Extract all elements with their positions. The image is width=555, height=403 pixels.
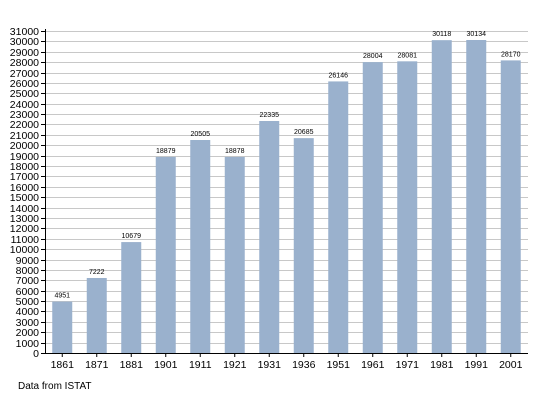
gridlines <box>45 31 528 344</box>
x-tick-label: 1936 <box>292 359 316 371</box>
bar-1931 <box>259 121 280 353</box>
x-tick-label: 1961 <box>361 359 385 371</box>
x-tick-label: 1921 <box>223 359 247 371</box>
data-label-1931: 22335 <box>260 112 280 119</box>
y-tick-label: 24000 <box>10 99 39 111</box>
x-tick-label: 1951 <box>327 359 351 371</box>
x-tick-label: 2001 <box>499 359 523 371</box>
y-tick-label: 10000 <box>10 244 39 256</box>
bar-1901 <box>155 156 176 353</box>
y-tick-label: 14000 <box>10 203 39 215</box>
y-tick-label: 0 <box>33 348 39 360</box>
y-tick-label: 5000 <box>16 296 40 308</box>
data-label-1911: 20505 <box>191 131 211 138</box>
y-tick-label: 18000 <box>10 161 39 173</box>
y-tick-label: 9000 <box>16 255 40 267</box>
bar-1991 <box>466 39 487 353</box>
bar-1981 <box>431 40 452 354</box>
x-tick-label: 1991 <box>465 359 489 371</box>
y-tick-label: 11000 <box>11 234 40 246</box>
source-note: Data from ISTAT <box>18 381 92 392</box>
data-label-1961: 28004 <box>363 53 383 60</box>
bar-1961 <box>362 62 383 353</box>
data-label-1981: 30118 <box>432 31 451 38</box>
y-tick-label: 26000 <box>10 78 39 90</box>
data-label-1861: 4951 <box>54 293 70 300</box>
data-label-2001: 28170 <box>501 51 521 58</box>
bars <box>52 39 521 354</box>
y-tick-label: 17000 <box>10 171 39 183</box>
bar-1951 <box>328 81 349 353</box>
data-label-1951: 26146 <box>329 72 349 79</box>
bar-1921 <box>224 156 245 353</box>
bar-1971 <box>397 61 418 353</box>
data-label-1871: 7222 <box>89 269 105 276</box>
y-tick-label: 23000 <box>10 109 39 121</box>
axes: 0100020003000400050006000700080009000100… <box>10 26 528 371</box>
y-tick-label: 30000 <box>10 36 39 48</box>
data-label-1901: 18879 <box>156 148 176 155</box>
data-label-1991: 30134 <box>467 31 487 38</box>
y-tick-label: 28000 <box>10 57 39 69</box>
y-tick-label: 8000 <box>16 265 40 277</box>
x-tick-label: 1981 <box>430 359 454 371</box>
y-tick-label: 15000 <box>10 192 39 204</box>
y-tick-label: 27000 <box>10 68 39 80</box>
bar-2001 <box>500 60 521 354</box>
x-tick-label: 1901 <box>154 359 178 371</box>
data-labels: 4951 7222 10679 18879 20505 18878 22335 20685 26… <box>54 31 520 300</box>
y-tick-label: 6000 <box>16 286 40 298</box>
x-tick-label: 1911 <box>189 359 212 371</box>
bar-1936 <box>293 138 314 353</box>
y-tick-label: 20000 <box>10 140 39 152</box>
y-tick-label: 19000 <box>10 151 39 163</box>
y-tick-label: 13000 <box>10 213 39 225</box>
y-tick-label: 12000 <box>10 223 39 235</box>
y-tick-label: 1000 <box>16 338 40 350</box>
x-tick-label: 1931 <box>258 359 282 371</box>
data-label-1881: 10679 <box>122 233 142 240</box>
bar-1881 <box>121 242 142 353</box>
y-tick-label: 22000 <box>10 119 39 131</box>
y-tick-label: 31000 <box>10 26 39 38</box>
data-label-1921: 18878 <box>225 148 245 155</box>
y-tick-label: 3000 <box>16 317 40 329</box>
x-tick-label: 1971 <box>396 359 420 371</box>
y-tick-label: 7000 <box>16 275 40 287</box>
data-label-1971: 28081 <box>398 52 418 59</box>
y-tick-label: 16000 <box>10 182 39 194</box>
x-tick-label: 1861 <box>51 359 75 371</box>
bar-1861 <box>52 301 73 353</box>
bar-1871 <box>86 277 107 353</box>
y-tick-label: 4000 <box>16 306 40 318</box>
x-tick-label: 1881 <box>120 359 144 371</box>
y-tick-label: 29000 <box>10 47 39 59</box>
data-label-1936: 20685 <box>294 129 314 136</box>
bar-1911 <box>190 140 211 353</box>
y-tick-label: 25000 <box>10 88 39 100</box>
y-tick-label: 21000 <box>10 130 39 142</box>
y-tick-label: 2000 <box>16 327 40 339</box>
x-tick-label: 1871 <box>85 359 109 371</box>
